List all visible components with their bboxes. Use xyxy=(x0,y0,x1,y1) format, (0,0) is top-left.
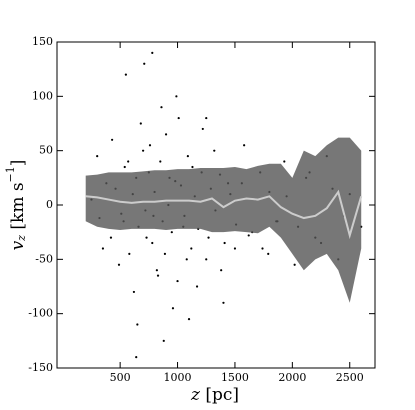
point xyxy=(261,247,264,250)
point xyxy=(220,269,223,272)
point xyxy=(128,252,131,255)
point xyxy=(163,252,167,255)
point xyxy=(175,95,178,98)
point xyxy=(187,318,191,321)
y-unit: [km s xyxy=(8,182,28,229)
y-symbol: v xyxy=(8,240,28,250)
point xyxy=(159,160,162,163)
point xyxy=(283,160,286,163)
point xyxy=(127,160,130,163)
y-close: ] xyxy=(8,160,28,167)
y-axis-label: vz [km s−1] xyxy=(4,160,28,251)
point xyxy=(205,116,208,120)
point xyxy=(160,106,163,109)
point xyxy=(155,269,158,272)
y-tick-label: 150 xyxy=(32,35,53,48)
point xyxy=(222,301,225,304)
point xyxy=(132,290,136,294)
point xyxy=(176,279,179,283)
x-symbol: z xyxy=(190,385,201,405)
point xyxy=(186,155,189,158)
point xyxy=(207,236,210,239)
y-subscript: z xyxy=(15,235,28,242)
x-axis-label: z [pc] xyxy=(190,385,239,405)
point xyxy=(135,356,138,359)
point xyxy=(243,144,246,147)
band xyxy=(85,137,362,303)
point xyxy=(151,241,154,245)
point xyxy=(171,307,175,310)
x-tick-label: 1000 xyxy=(164,371,192,384)
y-tick-label: 0 xyxy=(46,198,53,211)
point xyxy=(124,73,127,76)
x-tick-label: 1500 xyxy=(221,371,249,384)
point xyxy=(136,323,139,326)
point xyxy=(293,263,296,266)
x-tick-label: 2000 xyxy=(278,371,306,384)
point xyxy=(233,247,237,250)
point xyxy=(148,144,152,147)
point xyxy=(185,258,188,261)
y-tick-label: -50 xyxy=(35,252,53,265)
point xyxy=(109,236,113,239)
point xyxy=(142,149,145,152)
point xyxy=(156,274,160,277)
point xyxy=(205,258,208,261)
y-tick-label: 50 xyxy=(39,144,53,157)
point xyxy=(111,138,114,141)
point xyxy=(190,247,193,250)
point xyxy=(195,285,199,288)
median-line xyxy=(85,189,363,240)
point xyxy=(164,133,168,136)
point xyxy=(191,165,194,169)
point xyxy=(162,339,165,342)
point xyxy=(96,155,99,158)
y-tick-label: 100 xyxy=(32,89,53,102)
point xyxy=(170,231,173,234)
point xyxy=(139,122,142,125)
point xyxy=(267,252,270,255)
x-tick-label: 2500 xyxy=(336,371,364,384)
x-unit: [pc] xyxy=(205,385,239,405)
point xyxy=(201,127,204,131)
y-tick-label: -100 xyxy=(28,307,53,320)
point xyxy=(101,247,105,250)
x-tick-label: 500 xyxy=(110,371,131,384)
point xyxy=(123,165,126,169)
point xyxy=(213,149,216,152)
point xyxy=(247,234,250,237)
point xyxy=(151,51,154,54)
y-tick-label: -150 xyxy=(28,361,53,374)
point xyxy=(117,263,121,266)
point xyxy=(145,236,148,239)
point xyxy=(223,241,226,245)
point xyxy=(177,116,180,120)
y-exponent: −1 xyxy=(4,166,17,182)
point xyxy=(143,62,146,65)
